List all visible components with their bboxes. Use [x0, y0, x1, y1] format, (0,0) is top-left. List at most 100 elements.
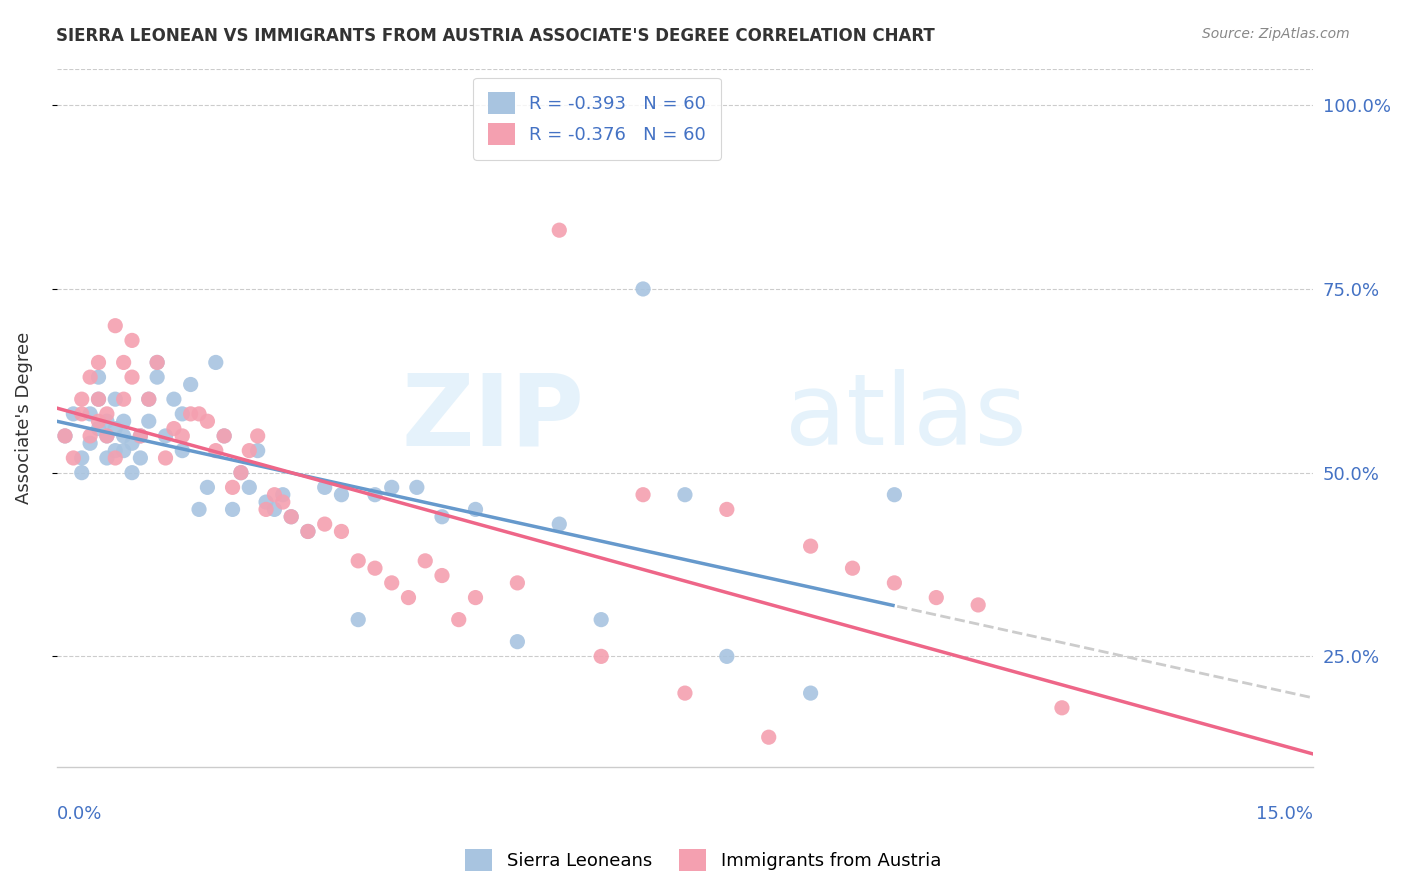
Legend: R = -0.393   N = 60, R = -0.376   N = 60: R = -0.393 N = 60, R = -0.376 N = 60 [474, 78, 721, 160]
Point [271, 495, 294, 509]
Point [347, 554, 370, 568]
Point [430, 509, 453, 524]
Point [197, 414, 219, 428]
Point [70, 466, 93, 480]
Point [548, 223, 571, 237]
Point [254, 495, 277, 509]
Point [330, 488, 353, 502]
Point [62, 450, 84, 465]
Point [87, 392, 110, 407]
Point [464, 502, 486, 516]
Point [155, 429, 177, 443]
Point [506, 634, 529, 648]
Point [506, 575, 529, 590]
Point [188, 502, 211, 516]
Point [172, 429, 194, 443]
Text: 15.0%: 15.0% [1257, 805, 1313, 823]
Point [172, 407, 194, 421]
Point [229, 466, 252, 480]
Point [297, 524, 319, 539]
Point [146, 355, 169, 369]
Text: SIERRA LEONEAN VS IMMIGRANTS FROM AUSTRIA ASSOCIATE'S DEGREE CORRELATION CHART: SIERRA LEONEAN VS IMMIGRANTS FROM AUSTRI… [56, 27, 935, 45]
Point [229, 466, 252, 480]
Point [87, 355, 110, 369]
Point [112, 355, 135, 369]
Point [631, 282, 654, 296]
Point [70, 450, 93, 465]
Point [104, 392, 127, 407]
Point [212, 429, 235, 443]
Point [146, 355, 169, 369]
Point [413, 554, 436, 568]
Point [121, 466, 143, 480]
Point [180, 377, 202, 392]
Point [280, 509, 302, 524]
Point [96, 429, 118, 443]
Point [112, 414, 135, 428]
Point [70, 407, 93, 421]
Point [121, 436, 143, 450]
Point [430, 568, 453, 582]
Point [121, 334, 143, 348]
Point [87, 414, 110, 428]
Point [87, 421, 110, 435]
Point [263, 488, 285, 502]
Point [548, 517, 571, 532]
Point [447, 613, 470, 627]
Point [280, 509, 302, 524]
Point [204, 355, 226, 369]
Point [79, 370, 101, 384]
Point [96, 414, 118, 428]
Point [221, 502, 243, 516]
Text: Source: ZipAtlas.com: Source: ZipAtlas.com [1202, 27, 1350, 41]
Point [841, 561, 863, 575]
Point [673, 488, 696, 502]
Point [112, 392, 135, 407]
Point [197, 480, 219, 494]
Point [104, 450, 127, 465]
Point [591, 649, 613, 664]
Point [758, 730, 780, 744]
Point [129, 450, 152, 465]
Point [221, 480, 243, 494]
Point [129, 429, 152, 443]
Text: ZIP: ZIP [402, 369, 585, 466]
Point [96, 407, 118, 421]
Point [70, 392, 93, 407]
Point [112, 429, 135, 443]
Point [238, 443, 260, 458]
Point [238, 480, 260, 494]
Point [79, 429, 101, 443]
Point [716, 649, 738, 664]
Point [146, 370, 169, 384]
Point [180, 407, 202, 421]
Point [464, 591, 486, 605]
Point [254, 502, 277, 516]
Point [297, 524, 319, 539]
Point [163, 392, 186, 407]
Y-axis label: Associate's Degree: Associate's Degree [15, 332, 32, 504]
Point [129, 429, 152, 443]
Point [62, 407, 84, 421]
Point [246, 443, 269, 458]
Point [155, 450, 177, 465]
Point [925, 591, 948, 605]
Point [79, 436, 101, 450]
Point [347, 613, 370, 627]
Point [330, 524, 353, 539]
Point [246, 429, 269, 443]
Point [263, 502, 285, 516]
Point [381, 480, 404, 494]
Point [96, 450, 118, 465]
Point [172, 443, 194, 458]
Point [883, 575, 905, 590]
Point [104, 421, 127, 435]
Point [204, 443, 226, 458]
Point [364, 561, 387, 575]
Point [591, 613, 613, 627]
Point [104, 443, 127, 458]
Point [967, 598, 990, 612]
Point [1050, 701, 1073, 715]
Point [883, 488, 905, 502]
Point [87, 392, 110, 407]
